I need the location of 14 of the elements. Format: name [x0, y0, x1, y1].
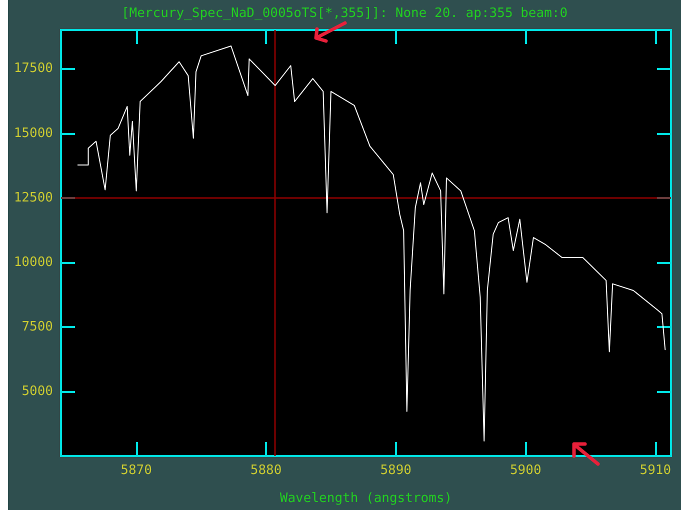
x-tick-label: 5900: [510, 463, 542, 478]
y-tick-label: 7500: [22, 319, 53, 334]
y-tick-label: 15000: [14, 126, 53, 141]
x-tick-label: 5880: [250, 463, 282, 478]
x-tick-label: 5910: [640, 463, 672, 478]
x-tick-label: 5890: [380, 463, 412, 478]
line-series: [77, 46, 666, 442]
chart-title: [Mercury_Spec_NaD_0005oTS[*,355]]: None 20. ap:355 beam:0: [121, 6, 568, 21]
x-axis-title: Wavelength (angstroms): [280, 491, 452, 506]
y-tick-label: 10000: [14, 254, 53, 270]
y-tick-label: 17500: [14, 61, 53, 76]
y-tick-label: 5000: [22, 384, 53, 399]
y-tick-label: 12500: [14, 190, 53, 206]
x-tick-label: 5870: [120, 463, 152, 478]
